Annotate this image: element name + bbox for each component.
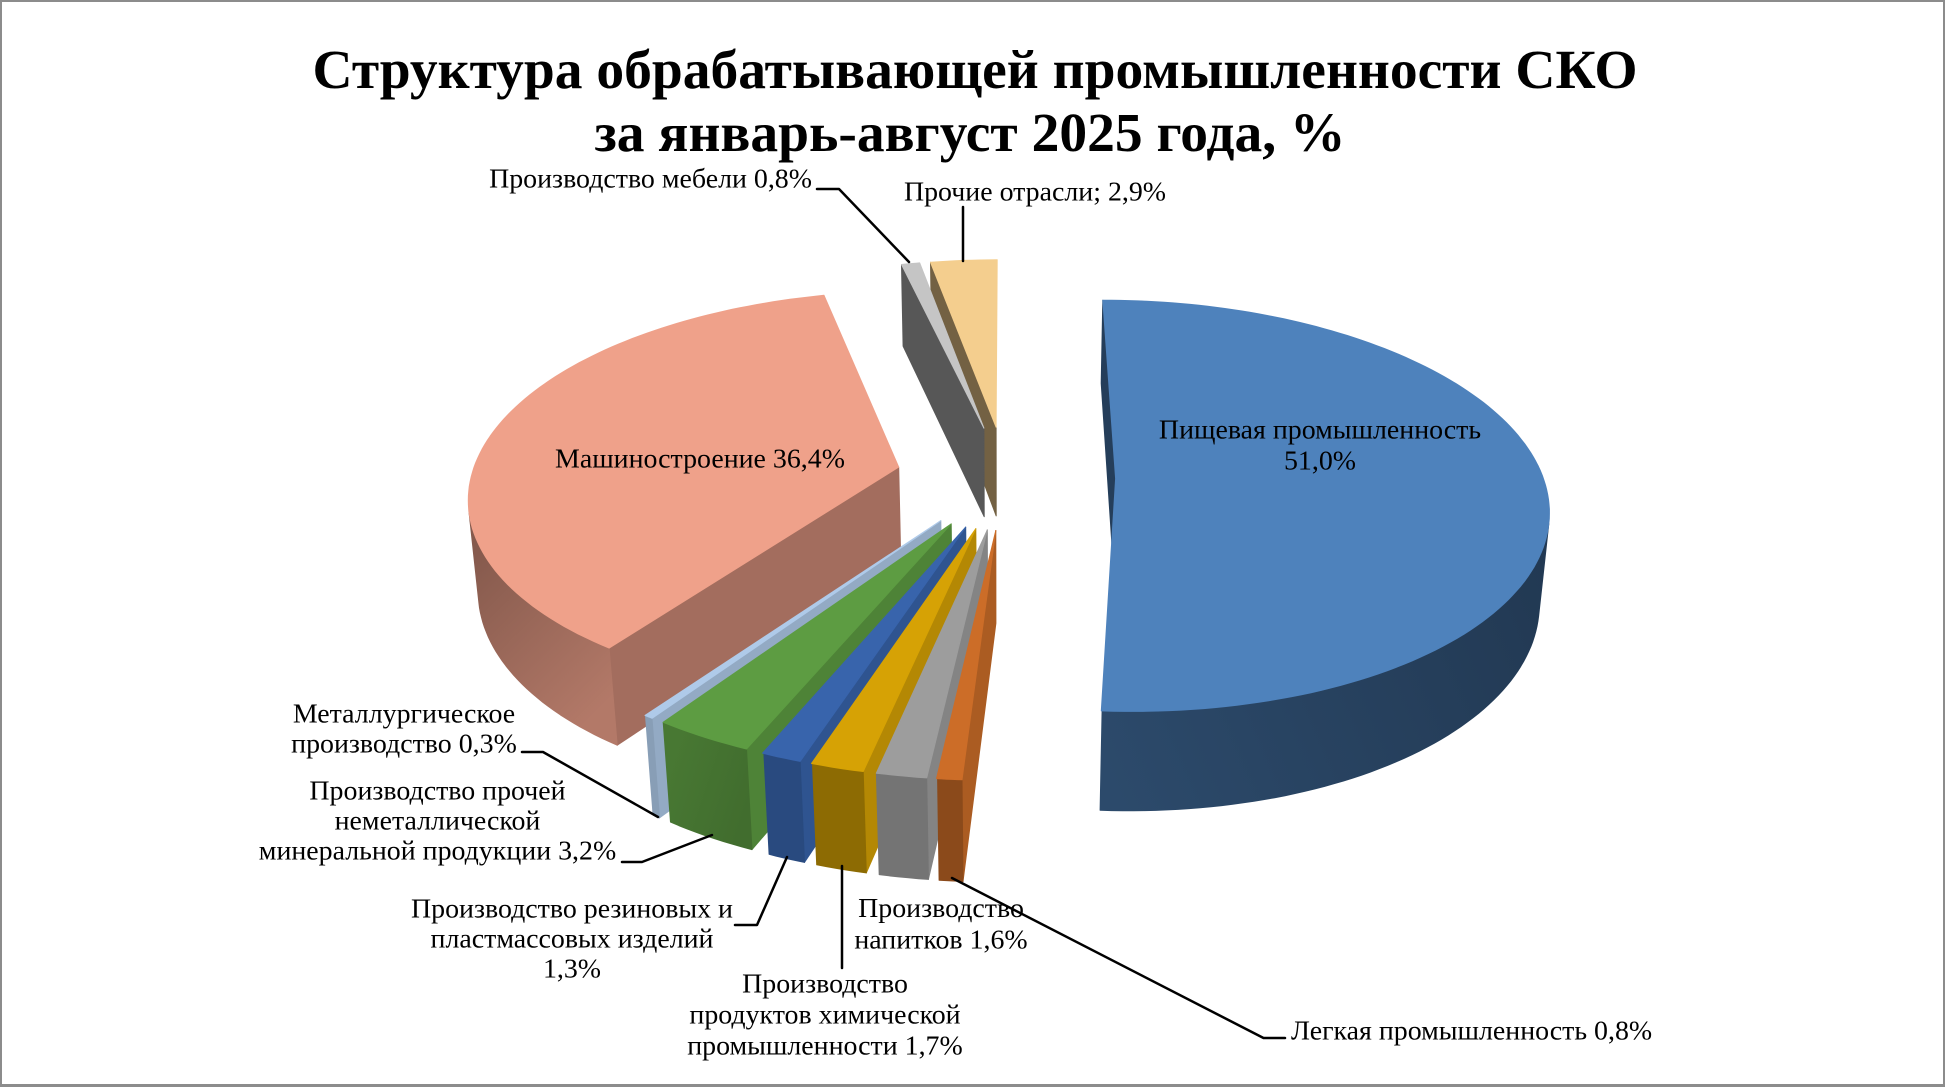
svg-text:продуктов химической: продуктов химической — [689, 999, 960, 1030]
svg-text:минеральной продукции 3,2%: минеральной продукции 3,2% — [259, 835, 616, 866]
svg-text:Производство мебели 0,8%: Производство мебели 0,8% — [489, 164, 812, 195]
svg-text:за январь-август 2025 года, %: за январь-август 2025 года, % — [594, 103, 1345, 164]
svg-text:Производство: Производство — [742, 968, 908, 999]
svg-text:Прочие отрасли; 2,9%: Прочие отрасли; 2,9% — [904, 177, 1166, 208]
svg-text:Производство прочей: Производство прочей — [309, 775, 565, 806]
svg-text:Пищевая промышленность: Пищевая промышленность — [1159, 415, 1481, 446]
svg-text:производство 0,3%: производство 0,3% — [291, 728, 517, 759]
svg-text:Производство: Производство — [858, 893, 1024, 924]
svg-text:Структура обрабатывающей промы: Структура обрабатывающей промышленности … — [312, 40, 1637, 101]
svg-text:неметаллической: неметаллической — [335, 805, 541, 836]
svg-text:Металлургическое: Металлургическое — [293, 698, 515, 729]
svg-text:Легкая промышленность 0,8%: Легкая промышленность 0,8% — [1291, 1015, 1652, 1046]
svg-text:51,0%: 51,0% — [1284, 445, 1356, 476]
svg-text:1,3%: 1,3% — [543, 953, 601, 984]
svg-text:пластмассовых изделий: пластмассовых изделий — [431, 923, 714, 954]
svg-text:Машиностроение 36,4%: Машиностроение 36,4% — [555, 443, 845, 474]
svg-text:промышленности 1,7%: промышленности 1,7% — [687, 1030, 963, 1061]
svg-text:напитков 1,6%: напитков 1,6% — [854, 924, 1027, 955]
svg-text:Производство резиновых и: Производство резиновых и — [411, 893, 733, 924]
